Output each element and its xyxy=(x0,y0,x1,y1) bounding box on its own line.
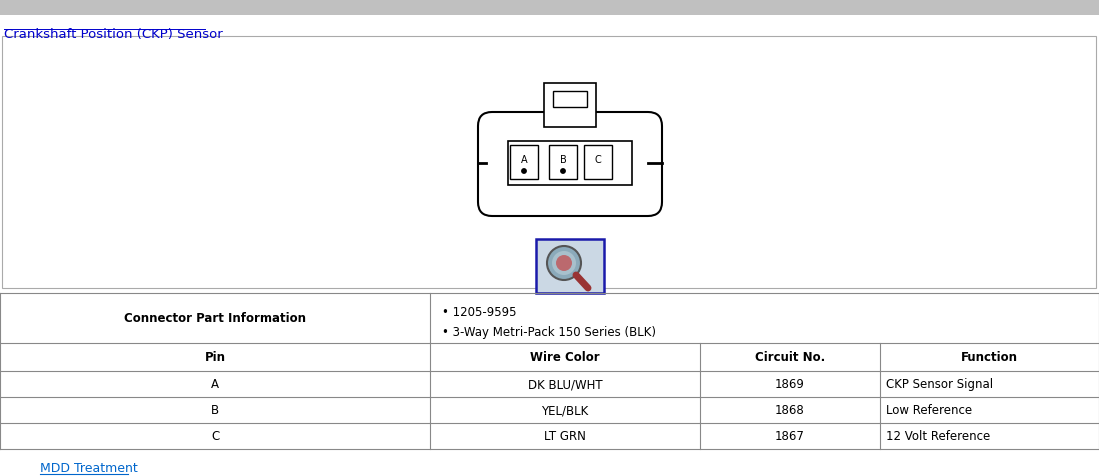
Text: MDD Treatment: MDD Treatment xyxy=(40,461,137,474)
FancyBboxPatch shape xyxy=(536,239,604,293)
Text: Wire Color: Wire Color xyxy=(530,351,600,364)
Text: 12 Volt Reference: 12 Volt Reference xyxy=(886,430,990,443)
FancyBboxPatch shape xyxy=(553,92,587,108)
Text: C: C xyxy=(211,430,219,443)
Text: • 3-Way Metri-Pack 150 Series (BLK): • 3-Way Metri-Pack 150 Series (BLK) xyxy=(442,325,656,338)
Text: Crankshaft Position (CKP) Sensor: Crankshaft Position (CKP) Sensor xyxy=(4,28,223,41)
Text: Circuit No.: Circuit No. xyxy=(755,351,825,364)
Text: C: C xyxy=(595,155,601,165)
Text: Low Reference: Low Reference xyxy=(886,404,973,416)
FancyBboxPatch shape xyxy=(508,142,632,186)
Text: 1869: 1869 xyxy=(775,378,804,391)
Text: A: A xyxy=(211,378,219,391)
FancyBboxPatch shape xyxy=(584,146,612,179)
Text: A: A xyxy=(521,155,528,165)
Text: YEL/BLK: YEL/BLK xyxy=(542,404,589,416)
Text: 1867: 1867 xyxy=(775,430,804,443)
Text: DK BLU/WHT: DK BLU/WHT xyxy=(528,378,602,391)
Text: Connector Part Information: Connector Part Information xyxy=(124,312,306,325)
FancyBboxPatch shape xyxy=(0,0,1099,16)
FancyBboxPatch shape xyxy=(544,84,596,128)
Circle shape xyxy=(556,256,571,271)
Text: Function: Function xyxy=(961,351,1018,364)
Text: CKP Sensor Signal: CKP Sensor Signal xyxy=(886,378,993,391)
Text: • 1205-9595: • 1205-9595 xyxy=(442,306,517,318)
Circle shape xyxy=(552,251,576,276)
Text: Pin: Pin xyxy=(204,351,225,364)
Text: B: B xyxy=(211,404,219,416)
FancyBboxPatch shape xyxy=(510,146,539,179)
Circle shape xyxy=(547,247,581,280)
Circle shape xyxy=(522,169,526,174)
Text: 1868: 1868 xyxy=(775,404,804,416)
Text: LT GRN: LT GRN xyxy=(544,430,586,443)
FancyBboxPatch shape xyxy=(2,37,1096,288)
FancyBboxPatch shape xyxy=(478,113,662,217)
Circle shape xyxy=(560,169,565,174)
Text: B: B xyxy=(559,155,566,165)
FancyBboxPatch shape xyxy=(550,146,577,179)
